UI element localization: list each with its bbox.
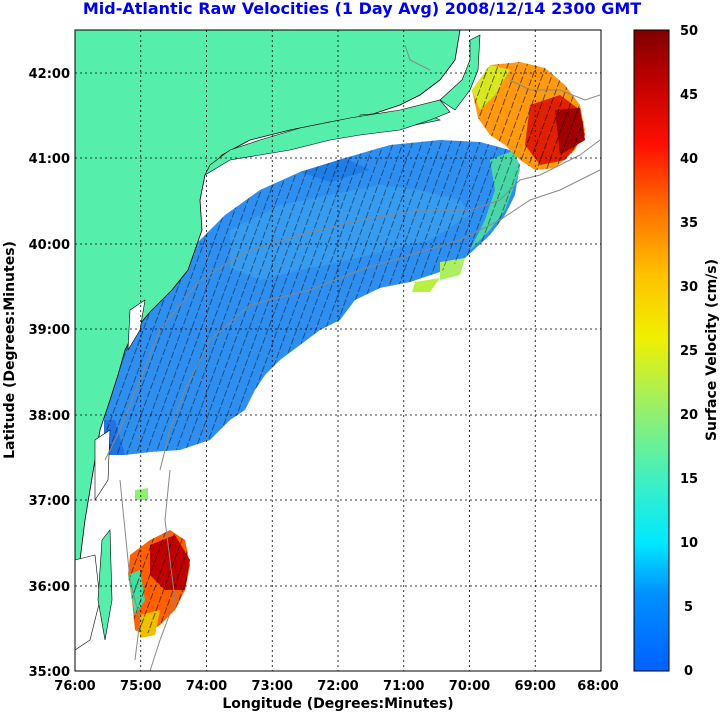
colorbar-tick: 35 [680, 216, 698, 231]
x-axis-label: Longitude (Degrees:Minutes) [222, 696, 453, 712]
latitude-ticks: 42:00 41:00 40:00 39:00 38:00 37:00 36:0… [29, 67, 70, 680]
colorbar-ticks: 50 45 40 35 30 25 20 15 10 5 0 [680, 24, 698, 679]
colorbar-tick: 40 [680, 152, 698, 167]
colorbar-tick: 10 [680, 536, 698, 551]
land-mainland [75, 30, 461, 671]
y-axis-label: Latitude (Degrees:Minutes) [2, 241, 18, 459]
lon-tick: 75:00 [120, 679, 161, 694]
colorbar-tick: 20 [680, 408, 698, 423]
lon-tick: 76:00 [54, 679, 95, 694]
colorbar-tick: 25 [680, 344, 698, 359]
bathymetry-contours [104, 44, 601, 671]
colorbar [633, 29, 670, 672]
map-frame [74, 29, 602, 672]
lon-tick: 70:00 [449, 679, 490, 694]
lat-tick: 37:00 [29, 494, 70, 509]
lat-tick: 40:00 [29, 238, 70, 253]
lon-tick: 71:00 [383, 679, 424, 694]
lon-tick: 73:00 [252, 679, 293, 694]
lat-tick: 36:00 [29, 580, 70, 595]
colorbar-tick: 50 [680, 24, 698, 39]
colorbar-tick: 0 [684, 664, 693, 679]
colorbar-tick: 5 [684, 600, 693, 615]
lat-tick: 35:00 [29, 665, 70, 680]
lat-tick: 39:00 [29, 323, 70, 338]
lon-tick: 68:00 [577, 679, 618, 694]
colorbar-tick: 45 [680, 88, 698, 103]
map-title: Mid-Atlantic Raw Velocities (1 Day Avg) … [82, 0, 642, 18]
lat-tick: 42:00 [29, 67, 70, 82]
lon-tick: 69:00 [515, 679, 556, 694]
colorbar-tick: 30 [680, 280, 698, 295]
colorbar-tick: 15 [680, 472, 698, 487]
lon-tick: 74:00 [186, 679, 227, 694]
lon-tick: 72:00 [317, 679, 358, 694]
map-grid [75, 30, 601, 671]
longitude-ticks: 76:00 75:00 74:00 73:00 72:00 71:00 70:0… [54, 679, 618, 694]
colorbar-label: Surface Velocity (cm/s) [704, 259, 720, 441]
lat-tick: 38:00 [29, 409, 70, 424]
lat-tick: 41:00 [29, 152, 70, 167]
map-plot-area [75, 30, 601, 671]
